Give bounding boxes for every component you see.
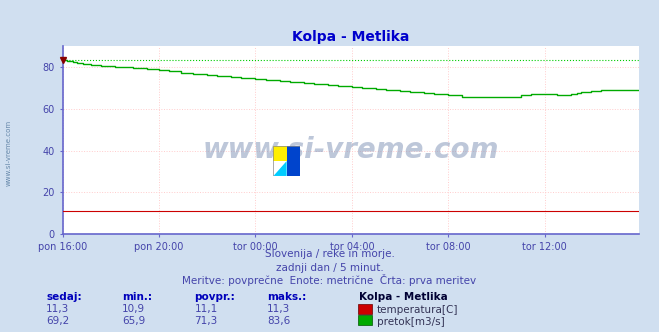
Text: 11,1: 11,1 — [194, 304, 217, 314]
Text: 71,3: 71,3 — [194, 316, 217, 326]
Text: pretok[m3/s]: pretok[m3/s] — [377, 317, 445, 327]
Text: 11,3: 11,3 — [46, 304, 69, 314]
Text: temperatura[C]: temperatura[C] — [377, 305, 459, 315]
Bar — [273, 146, 287, 161]
Text: zadnji dan / 5 minut.: zadnji dan / 5 minut. — [275, 263, 384, 273]
Bar — [287, 146, 300, 176]
Text: 69,2: 69,2 — [46, 316, 69, 326]
Text: 11,3: 11,3 — [267, 304, 290, 314]
Text: maks.:: maks.: — [267, 292, 306, 302]
Text: 10,9: 10,9 — [122, 304, 145, 314]
Text: Kolpa - Metlika: Kolpa - Metlika — [359, 292, 448, 302]
Text: www.si-vreme.com: www.si-vreme.com — [5, 120, 12, 186]
Polygon shape — [273, 161, 287, 176]
Text: Meritve: povprečne  Enote: metrične  Črta: prva meritev: Meritve: povprečne Enote: metrične Črta:… — [183, 274, 476, 286]
Text: 65,9: 65,9 — [122, 316, 145, 326]
Text: min.:: min.: — [122, 292, 152, 302]
Text: sedaj:: sedaj: — [46, 292, 82, 302]
Text: 83,6: 83,6 — [267, 316, 290, 326]
Title: Kolpa - Metlika: Kolpa - Metlika — [292, 30, 410, 44]
Text: www.si-vreme.com: www.si-vreme.com — [203, 136, 499, 164]
Text: Slovenija / reke in morje.: Slovenija / reke in morje. — [264, 249, 395, 259]
Text: povpr.:: povpr.: — [194, 292, 235, 302]
